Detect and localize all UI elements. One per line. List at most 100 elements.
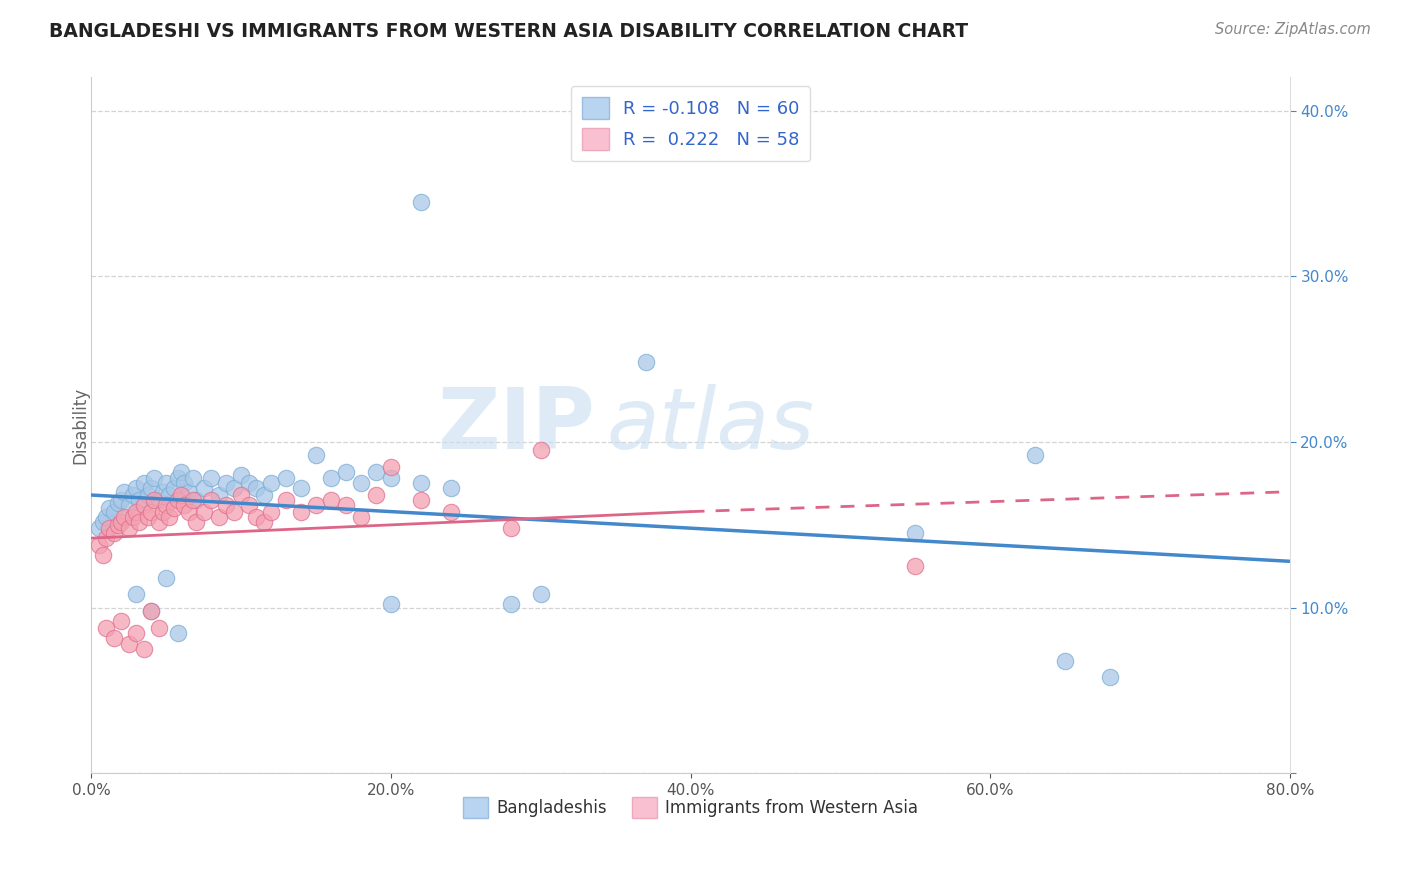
Point <box>141 505 163 519</box>
Point <box>98 501 121 516</box>
Point <box>904 526 927 541</box>
Point <box>141 482 163 496</box>
Point <box>148 515 170 529</box>
Point <box>181 493 204 508</box>
Point <box>91 515 114 529</box>
Point <box>253 488 276 502</box>
Point <box>208 488 231 502</box>
Point <box>98 521 121 535</box>
Point <box>380 459 402 474</box>
Point <box>177 505 200 519</box>
Point <box>208 509 231 524</box>
Y-axis label: Disability: Disability <box>72 387 89 464</box>
Point <box>128 493 150 508</box>
Point <box>173 498 195 512</box>
Point <box>167 493 190 508</box>
Point <box>181 471 204 485</box>
Point <box>141 604 163 618</box>
Point <box>215 476 238 491</box>
Point <box>274 471 297 485</box>
Point <box>167 625 190 640</box>
Point <box>380 598 402 612</box>
Point <box>118 637 141 651</box>
Point <box>499 598 522 612</box>
Point <box>335 498 357 512</box>
Point <box>245 509 267 524</box>
Point <box>155 571 177 585</box>
Point <box>136 509 159 524</box>
Point <box>634 355 657 369</box>
Point <box>193 482 215 496</box>
Point <box>238 498 260 512</box>
Point <box>170 488 193 502</box>
Point <box>245 482 267 496</box>
Point <box>157 509 180 524</box>
Point <box>110 493 132 508</box>
Point <box>96 621 118 635</box>
Point <box>128 515 150 529</box>
Point <box>364 465 387 479</box>
Point <box>335 465 357 479</box>
Point <box>132 498 155 512</box>
Point <box>122 509 145 524</box>
Point <box>305 448 328 462</box>
Point <box>350 476 373 491</box>
Point <box>260 505 283 519</box>
Point <box>253 515 276 529</box>
Point <box>350 509 373 524</box>
Point <box>110 614 132 628</box>
Point <box>1024 448 1046 462</box>
Point <box>87 538 110 552</box>
Point <box>409 493 432 508</box>
Point <box>143 471 166 485</box>
Point <box>186 493 208 508</box>
Point <box>193 505 215 519</box>
Point <box>380 471 402 485</box>
Point <box>167 471 190 485</box>
Point <box>530 443 553 458</box>
Point <box>125 625 148 640</box>
Point <box>125 482 148 496</box>
Point <box>274 493 297 508</box>
Point <box>148 493 170 508</box>
Point <box>112 509 135 524</box>
Point <box>112 484 135 499</box>
Point <box>96 509 118 524</box>
Point <box>904 559 927 574</box>
Point <box>186 515 208 529</box>
Point <box>290 505 312 519</box>
Point <box>163 482 186 496</box>
Point <box>125 587 148 601</box>
Point <box>163 501 186 516</box>
Point <box>132 476 155 491</box>
Point <box>152 484 174 499</box>
Point <box>103 526 125 541</box>
Text: Source: ZipAtlas.com: Source: ZipAtlas.com <box>1215 22 1371 37</box>
Text: BANGLADESHI VS IMMIGRANTS FROM WESTERN ASIA DISABILITY CORRELATION CHART: BANGLADESHI VS IMMIGRANTS FROM WESTERN A… <box>49 22 969 41</box>
Point <box>364 488 387 502</box>
Point <box>87 521 110 535</box>
Point <box>200 471 222 485</box>
Point <box>319 493 342 508</box>
Text: ZIP: ZIP <box>437 384 595 467</box>
Point <box>103 631 125 645</box>
Point <box>319 471 342 485</box>
Point <box>103 505 125 519</box>
Point <box>152 505 174 519</box>
Point <box>157 488 180 502</box>
Point <box>1099 670 1122 684</box>
Point <box>1054 654 1077 668</box>
Point <box>107 517 129 532</box>
Point <box>231 468 253 483</box>
Point <box>530 587 553 601</box>
Point <box>155 476 177 491</box>
Point <box>107 496 129 510</box>
Point <box>200 493 222 508</box>
Point <box>155 498 177 512</box>
Legend: Bangladeshis, Immigrants from Western Asia: Bangladeshis, Immigrants from Western As… <box>457 790 925 824</box>
Point <box>136 488 159 502</box>
Point <box>173 476 195 491</box>
Point <box>260 476 283 491</box>
Point <box>238 476 260 491</box>
Point <box>305 498 328 512</box>
